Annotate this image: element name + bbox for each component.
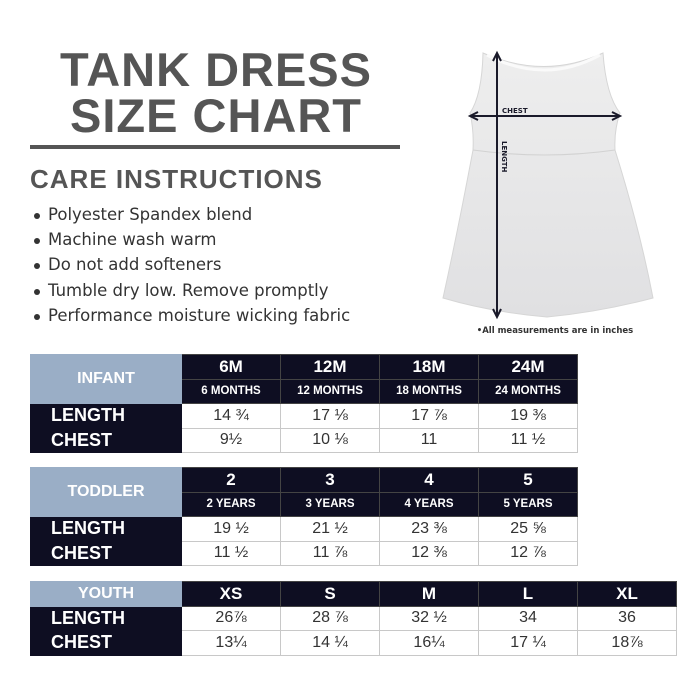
- size-header: 12M: [280, 354, 380, 380]
- length-label: LENGTH: [500, 141, 508, 172]
- size-header: 24M: [478, 354, 578, 380]
- length-value: 21 ½: [280, 516, 380, 542]
- infant-size-table: INFANT 6M 12M 18M 24M 6 MONTHS 12 MONTHS 18 MON…: [30, 354, 578, 453]
- length-value: 14 ¾: [181, 403, 281, 429]
- chest-label: CHEST: [30, 427, 182, 453]
- title-line-2: SIZE CHART: [70, 89, 362, 142]
- size-header: S: [280, 581, 380, 607]
- chest-value: 17 ¼: [478, 630, 578, 656]
- bullet-icon: [34, 237, 40, 244]
- care-item: Performance moisture wicking fabric: [34, 306, 350, 325]
- group-label: INFANT: [30, 354, 182, 404]
- length-value: 34: [478, 605, 578, 631]
- chest-value: 9½: [181, 427, 281, 453]
- chest-value: 11: [379, 427, 479, 453]
- dress-image: CHEST LENGTH: [442, 50, 654, 320]
- size-subheader: 4 YEARS: [379, 491, 479, 517]
- chest-value: 11 ½: [181, 540, 281, 566]
- chest-value: 12 ⅜: [379, 540, 479, 566]
- size-subheader: 6 MONTHS: [181, 378, 281, 404]
- table-row: CHEST 13¼ 14 ¼ 16¼ 17 ¼ 18⅞: [30, 630, 677, 656]
- size-header: 18M: [379, 354, 479, 380]
- dress-shape: [442, 52, 654, 318]
- chest-value: 14 ¼: [280, 630, 380, 656]
- care-item-text: Performance moisture wicking fabric: [48, 306, 351, 325]
- bullet-icon: [34, 288, 40, 295]
- chest-value: 13¼: [181, 630, 281, 656]
- length-value: 17 ⅛: [280, 403, 380, 429]
- size-subheader: 2 YEARS: [181, 491, 281, 517]
- group-label: YOUTH: [30, 581, 182, 607]
- size-header: 2: [181, 467, 281, 493]
- care-item-text: Tumble dry low. Remove promptly: [48, 281, 329, 300]
- chest-value: 16¼: [379, 630, 479, 656]
- length-value: 19 ½: [181, 516, 281, 542]
- chest-label: CHEST: [30, 540, 182, 566]
- table-row: YOUTH XS S M L XL: [30, 581, 677, 607]
- table-row: LENGTH 26⅞ 28 ⅞ 32 ½ 34 36: [30, 605, 677, 631]
- title-divider: [30, 145, 400, 149]
- table-row: CHEST 11 ½ 11 ⅞ 12 ⅜ 12 ⅞: [30, 540, 578, 566]
- chest-label: CHEST: [30, 630, 182, 656]
- length-value: 17 ⅞: [379, 403, 479, 429]
- measurement-note: •All measurements are in inches: [476, 326, 634, 336]
- length-value: 19 ⅜: [478, 403, 578, 429]
- size-subheader: 12 MONTHS: [280, 378, 380, 404]
- size-subheader: 5 YEARS: [478, 491, 578, 517]
- size-header: 6M: [181, 354, 281, 380]
- title-line-1: TANK DRESS: [59, 43, 373, 96]
- size-header: XS: [181, 581, 281, 607]
- size-header: 4: [379, 467, 479, 493]
- length-label: LENGTH: [30, 403, 182, 429]
- bullet-icon: [34, 212, 40, 219]
- size-header: XL: [577, 581, 677, 607]
- toddler-size-table: TODDLER 2 3 4 5 2 YEARS 3 YEARS 4 YEARS 5 YEARS L…: [30, 467, 578, 566]
- chest-value: 10 ⅛: [280, 427, 380, 453]
- care-item: Machine wash warm: [34, 230, 216, 249]
- length-value: 26⅞: [181, 605, 281, 631]
- youth-size-table: YOUTH XS S M L XL LENGTH 26⅞ 28 ⅞ 32 ½ 34 36 CHEST 13…: [30, 581, 677, 656]
- care-item: Do not add softeners: [34, 255, 221, 274]
- size-header: M: [379, 581, 479, 607]
- chest-value: 12 ⅞: [478, 540, 578, 566]
- care-item-text: Polyester Spandex blend: [48, 205, 253, 224]
- chest-value: 18⅞: [577, 630, 677, 656]
- length-value: 36: [577, 605, 677, 631]
- bullet-icon: [34, 313, 40, 320]
- care-item-text: Do not add softeners: [48, 255, 222, 274]
- care-item: Tumble dry low. Remove promptly: [34, 281, 329, 300]
- size-header: 3: [280, 467, 380, 493]
- length-value: 25 ⅝: [478, 516, 578, 542]
- size-header: 5: [478, 467, 578, 493]
- chest-value: 11 ½: [478, 427, 578, 453]
- length-label: LENGTH: [30, 516, 182, 542]
- care-heading: CARE INSTRUCTIONS: [30, 164, 323, 194]
- size-subheader: 24 MONTHS: [478, 378, 578, 404]
- size-subheader: 18 MONTHS: [379, 378, 479, 404]
- care-item-text: Machine wash warm: [48, 230, 217, 249]
- group-label: TODDLER: [30, 467, 182, 517]
- table-row: 6 MONTHS 12 MONTHS 18 MONTHS 24 MONTHS: [31, 378, 578, 404]
- length-value: 23 ⅜: [379, 516, 479, 542]
- chest-label: CHEST: [502, 107, 528, 115]
- size-subheader: 3 YEARS: [280, 491, 380, 517]
- bullet-icon: [34, 262, 40, 269]
- length-value: 28 ⅞: [280, 605, 380, 631]
- table-row: LENGTH 19 ½ 21 ½ 23 ⅜ 25 ⅝: [30, 516, 578, 542]
- length-value: 32 ½: [379, 605, 479, 631]
- table-row: TODDLER 2 3 4 5: [30, 467, 578, 517]
- table-row: CHEST 9½ 10 ⅛ 11 11 ½: [30, 427, 578, 453]
- length-label: LENGTH: [30, 605, 182, 631]
- care-item: Polyester Spandex blend: [34, 205, 252, 224]
- size-header: L: [478, 581, 578, 607]
- table-row: LENGTH 14 ¾ 17 ⅛ 17 ⅞ 19 ⅜: [30, 403, 578, 429]
- chest-value: 11 ⅞: [280, 540, 380, 566]
- table-row: INFANT 6M 12M 18M 24M: [30, 354, 578, 404]
